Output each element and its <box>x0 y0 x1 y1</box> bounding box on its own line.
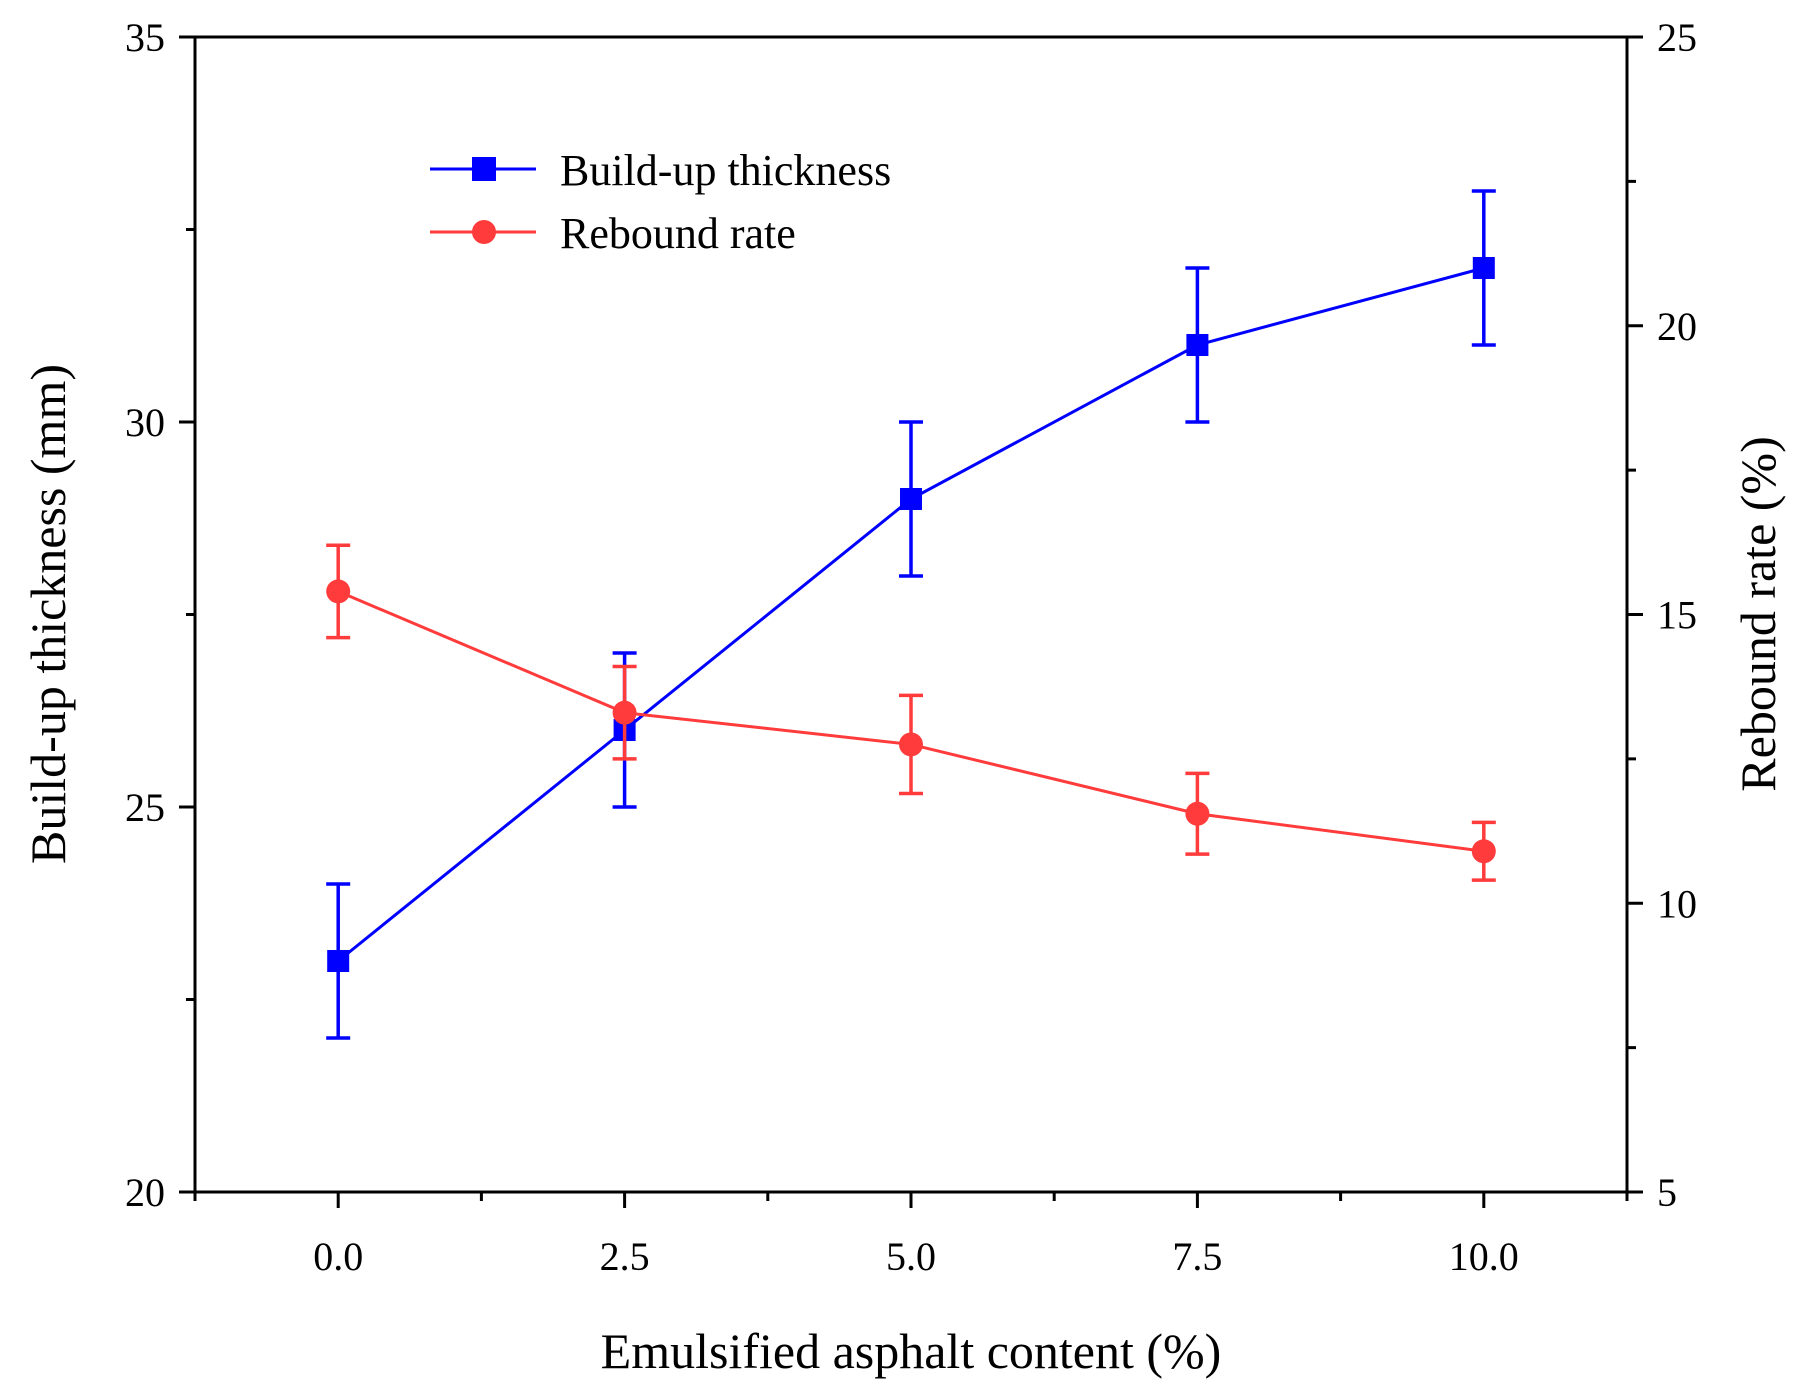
data-point-build-up-thickness <box>327 950 350 972</box>
y2-tick-label: 15 <box>1657 593 1697 638</box>
legend-label-rebound-rate: Rebound rate <box>560 209 796 258</box>
y2-axis-title: Rebound rate (%) <box>1730 436 1786 791</box>
plot-frame <box>193 35 1629 1194</box>
y-tick-label: 30 <box>125 400 165 445</box>
y2-tick-label: 10 <box>1657 881 1697 926</box>
y-tick-label: 20 <box>125 1170 165 1215</box>
x-tick-label: 7.5 <box>1172 1234 1222 1279</box>
axes-layer: 0.0 2.5 5.0 7.5 10.0 20 25 30 35 5 10 15 20 25 <box>125 15 1697 1279</box>
y2-tick-label: 20 <box>1657 304 1697 349</box>
x-tick-label: 2.5 <box>600 1234 650 1279</box>
y-tick-label: 35 <box>125 15 165 60</box>
data-point-rebound-rate <box>1471 839 1496 864</box>
data-point-rebound-rate <box>899 732 923 757</box>
series-rebound-rate <box>326 543 1496 882</box>
x-tick-label: 0.0 <box>313 1234 363 1279</box>
y2-tick-label: 25 <box>1657 15 1697 60</box>
legend-label-build-up-thickness: Build-up thickness <box>560 146 891 195</box>
data-point-build-up-thickness <box>1186 334 1209 356</box>
x-axis-title: Emulsified asphalt content (%) <box>601 1323 1222 1379</box>
x-tick-label: 10.0 <box>1449 1234 1519 1279</box>
series-line-build-up-thickness <box>337 266 1485 963</box>
legend-marker-square <box>472 157 496 181</box>
data-point-rebound-rate <box>326 579 351 604</box>
data-point-rebound-rate <box>612 700 637 725</box>
y-tick-label: 25 <box>125 785 165 830</box>
data-point-rebound-rate <box>1185 801 1210 826</box>
data-point-build-up-thickness <box>900 488 922 510</box>
data-point-build-up-thickness <box>1472 257 1495 279</box>
y-axis-title: Build-up thickness (mm) <box>20 364 76 864</box>
series-layer <box>326 189 1496 1040</box>
x-tick-label: 5.0 <box>886 1234 936 1279</box>
y2-tick-label: 5 <box>1657 1170 1677 1215</box>
series-build-up-thickness <box>326 189 1496 1040</box>
legend: Build-up thickness Rebound rate <box>430 146 891 258</box>
legend-marker-circle <box>472 220 496 244</box>
